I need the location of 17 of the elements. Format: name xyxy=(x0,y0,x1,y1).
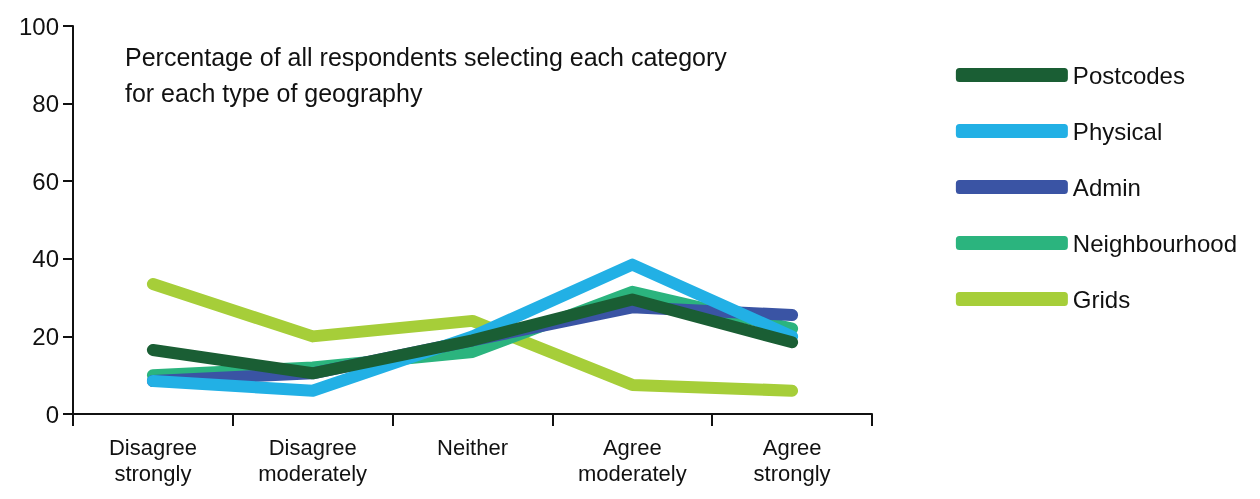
x-tick-label: Neither xyxy=(437,434,508,460)
y-tick-label: 100 xyxy=(18,12,59,40)
legend-label: Grids xyxy=(1072,285,1131,313)
legend-label: Physical xyxy=(1072,117,1163,145)
y-tick-label: 80 xyxy=(32,90,59,118)
text: Percentage of all respondents selecting each category for each type of geography xyxy=(125,43,734,107)
y-tick-label: 0 xyxy=(45,400,59,428)
x-tick-label: Agree moderately xyxy=(577,434,687,486)
y-tick-label: 40 xyxy=(32,245,59,273)
legend-label: Neighbourhood xyxy=(1072,229,1238,257)
x-tick-label: Disagree moderately xyxy=(258,434,368,486)
legend-label: Postcodes xyxy=(1072,61,1185,89)
y-tick-label: 20 xyxy=(32,322,59,350)
legend-label: Admin xyxy=(1072,173,1141,201)
x-tick-label: Disagree strongly xyxy=(108,434,197,486)
x-tick-label: Agree strongly xyxy=(753,434,831,486)
y-tick-label: 60 xyxy=(32,167,59,195)
